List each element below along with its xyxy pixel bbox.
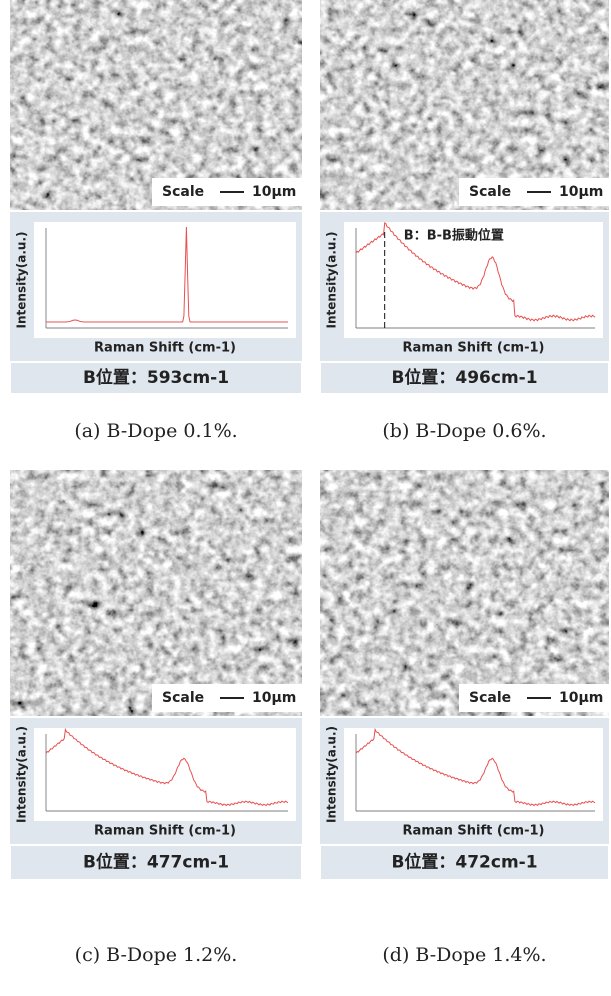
peak-label-bar [319,361,610,395]
caption: (d) B-Dope 1.4%. [382,944,546,966]
caption: (c) B-Dope 1.2%. [75,944,238,966]
plot-area [34,728,296,821]
spectrum-curve [46,226,288,323]
peak-label: B位置：496cm-1 [391,367,537,388]
x-axis-label: Raman Shift (cm-1) [94,824,236,839]
peak-label-bar [9,361,303,395]
caption: (a) B-Dope 0.1%. [74,420,237,442]
scale-value: 10μm [559,184,603,200]
peak-label: B位置：593cm-1 [83,367,229,388]
scale-label: Scale [162,690,204,706]
scale-value: 10μm [252,184,296,200]
x-axis-label: Raman Shift (cm-1) [94,341,236,356]
y-axis-label: Intensity(a.u.) [15,726,29,823]
scale-value: 10μm [252,690,296,706]
spectrum-curve [355,727,596,807]
peak-label-bar [319,844,610,881]
peak-label-bar [9,844,303,881]
scale-value: 10μm [559,690,603,706]
scale-label: Scale [469,690,511,706]
peak-label: B位置：472cm-1 [391,852,537,873]
x-axis-label: Raman Shift (cm-1) [403,824,545,839]
scale-label: Scale [162,184,204,200]
plot-area [34,222,296,338]
y-axis-label: Intensity(a.u.) [325,232,339,329]
spectrum-curve [355,222,596,322]
x-axis-label: Raman Shift (cm-1) [403,341,545,356]
peak-label: B位置：477cm-1 [83,852,229,873]
y-axis-label: Intensity(a.u.) [15,232,29,329]
plot-area [344,728,603,821]
sem-texture [320,0,609,210]
annotation: B：B-B振動位置 [404,228,504,244]
scale-label: Scale [469,184,511,200]
caption: (b) B-Dope 0.6%. [382,420,546,442]
sem-texture [10,0,302,210]
spectrum-curve [45,727,289,807]
y-axis-label: Intensity(a.u.) [325,726,339,823]
plot-area [344,222,603,338]
sem-texture [10,470,302,716]
sem-texture [320,470,609,716]
